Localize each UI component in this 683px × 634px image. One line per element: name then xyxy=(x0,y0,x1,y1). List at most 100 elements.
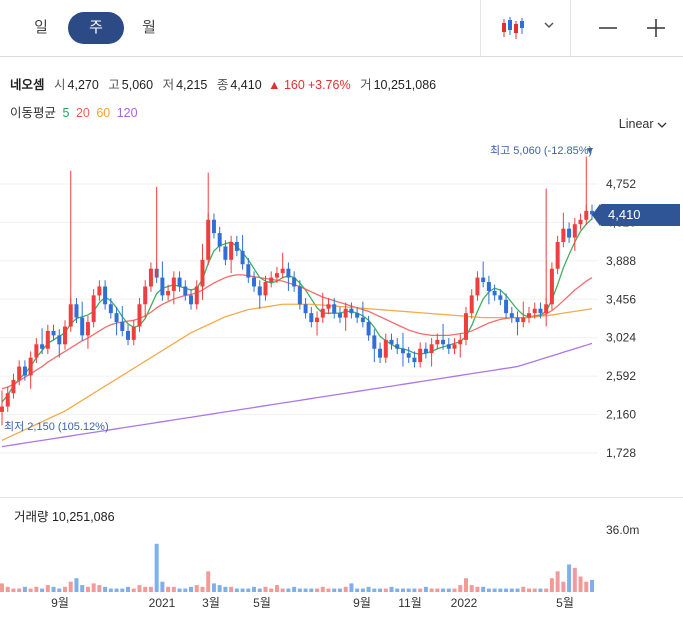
volume-bar xyxy=(269,588,274,592)
volume-bar xyxy=(229,586,234,592)
candle-body xyxy=(486,282,491,291)
volume-bar xyxy=(395,588,400,592)
volume-bar xyxy=(590,579,594,592)
candle-body xyxy=(85,322,90,336)
moving-average-legend: 이동평균 5 20 60 120 xyxy=(10,102,141,121)
volume-bar xyxy=(17,588,22,592)
volume-bar xyxy=(492,588,497,592)
volume-bar xyxy=(555,571,560,592)
volume-bar xyxy=(28,588,33,592)
quote-summary: 네오셈 시 4,270 고 5,060 저 4,215 종 4,410 ▲ 160 +3.… xyxy=(10,74,442,93)
volume-axis-label: 36.0m xyxy=(606,523,639,537)
close-value: 4,410 xyxy=(230,78,262,92)
period-toolbar: 일 주 월 xyxy=(0,0,683,57)
candle-body xyxy=(349,308,354,314)
scale-dropdown[interactable]: Linear xyxy=(619,117,667,131)
volume-bar xyxy=(68,581,73,592)
tab-monthly[interactable]: 월 xyxy=(142,19,156,36)
candle-body xyxy=(11,379,16,394)
candlestick-icon[interactable] xyxy=(500,15,526,46)
volume-bar xyxy=(463,578,468,592)
volume-bar xyxy=(177,588,182,592)
volume-bar xyxy=(567,564,572,592)
volume-bar xyxy=(286,588,291,592)
volume-bar xyxy=(320,586,325,592)
candle-body xyxy=(171,277,176,291)
candle-body xyxy=(189,295,194,305)
volume-bar xyxy=(252,586,257,592)
candle-body xyxy=(103,286,108,305)
volume-bar xyxy=(452,588,457,592)
volume-bar xyxy=(481,586,486,592)
plus-icon[interactable] xyxy=(646,18,666,43)
high-marker-icon xyxy=(587,148,593,154)
volume-bar xyxy=(309,588,314,592)
volume-bar xyxy=(120,588,125,592)
y-tick-label: 3,024 xyxy=(606,331,636,345)
candle-body xyxy=(269,277,274,283)
volume-bar xyxy=(200,586,205,592)
high-label: 고 xyxy=(108,78,120,92)
change-percent: +3.76% xyxy=(307,78,351,92)
volume-bar xyxy=(114,588,119,592)
candle-body xyxy=(326,304,331,309)
candle-body xyxy=(320,308,325,318)
volume-bar xyxy=(206,571,211,592)
candle-body xyxy=(504,299,509,314)
candle-body xyxy=(45,330,50,349)
volume-bar xyxy=(515,588,520,592)
candle-body xyxy=(435,339,440,345)
volume-bar xyxy=(194,585,199,592)
volume-bar xyxy=(22,586,27,592)
candle-body xyxy=(509,313,514,318)
candle-body xyxy=(114,313,119,323)
candle-body xyxy=(194,286,199,305)
candle-body xyxy=(406,353,411,358)
volume-bar xyxy=(389,586,394,592)
current-price: 4,410 xyxy=(608,207,641,222)
volume-bar xyxy=(572,567,577,592)
candle-body xyxy=(538,308,543,314)
volume-bar xyxy=(446,588,451,592)
y-tick-label: 4,752 xyxy=(606,177,636,191)
ma-line-5 xyxy=(1,218,593,403)
volume-bar xyxy=(45,585,50,592)
candle-body xyxy=(469,295,474,314)
volume-bar xyxy=(103,586,108,592)
candle-body xyxy=(200,259,205,287)
candle-body xyxy=(303,304,308,314)
candle-body xyxy=(561,228,566,242)
tab-weekly[interactable]: 주 xyxy=(68,12,124,44)
volume-bar xyxy=(85,586,90,592)
volume-bar xyxy=(189,586,194,592)
ma-120: 120 xyxy=(116,106,138,120)
volume-bar xyxy=(343,586,348,592)
volume-bar xyxy=(584,581,589,592)
candle-body xyxy=(34,344,39,358)
volume-bar xyxy=(538,588,543,592)
volume-bar xyxy=(126,586,131,592)
candle-body xyxy=(206,219,211,260)
volume-bar xyxy=(11,588,16,592)
candle-body xyxy=(446,344,451,349)
candle-body xyxy=(389,339,394,345)
candle-body xyxy=(378,348,383,358)
volume-bar xyxy=(406,588,411,592)
ma-line-120 xyxy=(1,342,593,448)
low-value: 4,215 xyxy=(176,78,208,92)
chevron-down-icon[interactable] xyxy=(543,18,555,36)
tab-daily[interactable]: 일 xyxy=(34,19,48,36)
volume-bar xyxy=(217,585,222,592)
candle-body xyxy=(452,344,457,349)
y-tick-label: 3,888 xyxy=(606,254,636,268)
y-tick-label: 3,456 xyxy=(606,292,636,306)
candle-body xyxy=(211,219,216,234)
candle-body xyxy=(63,326,68,345)
high-value: 5,060 xyxy=(121,78,154,92)
x-tick-label: 2021 xyxy=(149,596,176,610)
minus-icon[interactable] xyxy=(598,20,618,41)
volume-bar xyxy=(280,588,285,592)
candle-body xyxy=(521,317,526,323)
volume-bar xyxy=(360,588,365,592)
